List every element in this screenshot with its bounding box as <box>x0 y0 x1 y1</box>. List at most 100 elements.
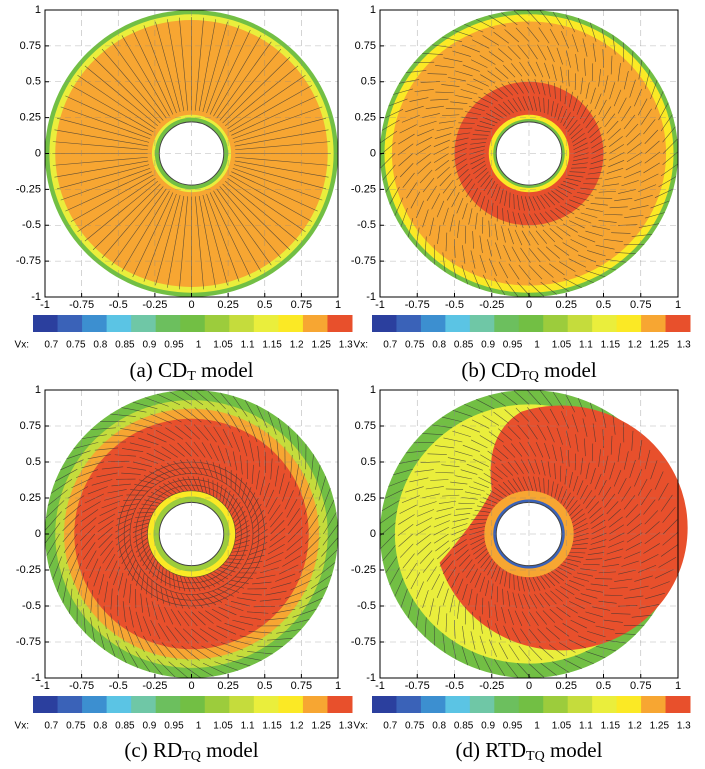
colorbar-swatch <box>666 315 691 332</box>
y-tick-label: -0.75 <box>351 255 376 267</box>
colorbar-swatch <box>254 315 279 332</box>
colorbar-swatch <box>205 315 230 332</box>
caption-text: (d) RTD <box>456 738 526 762</box>
colorbar-label: 0.95 <box>503 340 523 351</box>
colorbar-label: 0.95 <box>164 340 184 351</box>
colorbar-swatch <box>568 315 593 332</box>
colorbar-label: 1 <box>534 340 540 351</box>
y-tick-label: -1 <box>31 672 41 684</box>
x-tick-label: 1 <box>675 299 681 311</box>
caption-text: model <box>201 738 259 762</box>
colorbar-label: 0.75 <box>405 340 425 351</box>
caption-subscript: TQ <box>182 749 201 764</box>
colorbar-label: 1.15 <box>262 721 282 732</box>
y-tick-label: 0.75 <box>355 420 376 432</box>
caption: (c) RDTQ model <box>124 738 258 764</box>
y-tick-label: 0.5 <box>361 456 376 468</box>
colorbar-label: 1.2 <box>628 721 642 732</box>
colorbar-label: 0.7 <box>44 721 58 732</box>
colorbar-label: 0.8 <box>93 340 107 351</box>
colorbar-label: 1.1 <box>241 340 255 351</box>
y-tick-label: 0.5 <box>26 456 41 468</box>
caption-text: model <box>539 358 597 382</box>
colorbar-label: 1.1 <box>241 721 255 732</box>
y-tick-label: 0 <box>35 528 41 540</box>
x-tick-label: 1 <box>335 680 341 692</box>
y-tick-label: -0.25 <box>351 183 376 195</box>
x-tick-label: 0.5 <box>257 680 272 692</box>
y-tick-label: 1 <box>370 4 376 16</box>
colorbar-swatch <box>543 696 568 713</box>
colorbar-label: 1.15 <box>601 721 621 732</box>
colorbar-swatch <box>278 315 303 332</box>
colorbar-label: 1.05 <box>213 721 233 732</box>
x-tick-label: 0.75 <box>630 299 651 311</box>
colorbar-label: 1.05 <box>213 340 233 351</box>
colorbar-swatch <box>180 315 205 332</box>
colorbar-swatch <box>131 696 156 713</box>
colorbar-swatch <box>396 315 421 332</box>
x-tick-label: -0.25 <box>142 299 167 311</box>
colorbar-swatch <box>445 696 470 713</box>
colorbar-swatch <box>229 696 254 713</box>
colorbar-label: 1.1 <box>579 340 593 351</box>
colorbar-swatch <box>131 315 156 332</box>
x-tick-label: 0.5 <box>257 299 272 311</box>
colorbar-label: 1.25 <box>311 721 331 732</box>
colorbar-swatch <box>278 696 303 713</box>
colorbar-label: 1 <box>196 721 202 732</box>
colorbar-swatch <box>180 696 205 713</box>
colorbar-swatch <box>617 315 642 332</box>
x-tick-label: 0.25 <box>217 299 238 311</box>
colorbar-title: Vx: <box>15 340 29 351</box>
caption-subscript: TQ <box>526 749 545 764</box>
colorbar-swatch <box>156 696 181 713</box>
y-tick-label: 0 <box>370 528 376 540</box>
colorbar-swatch <box>445 315 470 332</box>
colorbar-swatch <box>519 315 544 332</box>
colorbar-swatch <box>396 696 421 713</box>
x-tick-label: 0 <box>188 680 194 692</box>
x-tick-label: 0.25 <box>217 680 238 692</box>
colorbar-label: 1 <box>196 340 202 351</box>
x-tick-label: 0.75 <box>291 680 312 692</box>
colorbar-label: 1.2 <box>290 721 304 732</box>
colorbar-swatch <box>33 696 58 713</box>
caption: (a) CDT model <box>129 358 253 384</box>
y-tick-label: -0.25 <box>351 564 376 576</box>
colorbar-swatch <box>327 315 352 332</box>
x-tick-label: -1 <box>375 299 385 311</box>
x-tick-label: 1 <box>335 299 341 311</box>
colorbar-label: 0.9 <box>481 340 495 351</box>
caption-text: (c) RD <box>124 738 182 762</box>
y-tick-label: -1 <box>366 291 376 303</box>
caption-text: (a) CD <box>129 358 187 382</box>
colorbar-swatch <box>107 696 132 713</box>
colorbar-swatch <box>421 696 446 713</box>
x-tick-label: -1 <box>375 680 385 692</box>
y-tick-label: -1 <box>366 672 376 684</box>
y-tick-label: 0 <box>35 147 41 159</box>
colorbar-swatch <box>494 696 519 713</box>
x-tick-label: -0.75 <box>69 680 94 692</box>
colorbar-swatch <box>592 696 617 713</box>
x-tick-label: 0 <box>188 299 194 311</box>
x-tick-label: -1 <box>40 680 50 692</box>
y-tick-label: 0.75 <box>355 40 376 52</box>
x-tick-label: -0.5 <box>445 680 464 692</box>
colorbar-swatch <box>617 696 642 713</box>
colorbar-label: 1.15 <box>601 340 621 351</box>
x-tick-label: -0.75 <box>405 299 430 311</box>
colorbar-label: 1.3 <box>339 721 353 732</box>
y-tick-label: -0.5 <box>22 219 41 231</box>
y-tick-label: 0.5 <box>26 76 41 88</box>
y-tick-label: -0.75 <box>16 636 41 648</box>
y-tick-label: 0.25 <box>355 112 376 124</box>
colorbar-label: 0.8 <box>432 721 446 732</box>
y-tick-label: 0 <box>370 147 376 159</box>
colorbar-label: 0.75 <box>405 721 425 732</box>
colorbar-swatch <box>641 696 666 713</box>
y-tick-label: -1 <box>31 291 41 303</box>
colorbar-swatch <box>666 696 691 713</box>
y-tick-label: -0.75 <box>351 636 376 648</box>
